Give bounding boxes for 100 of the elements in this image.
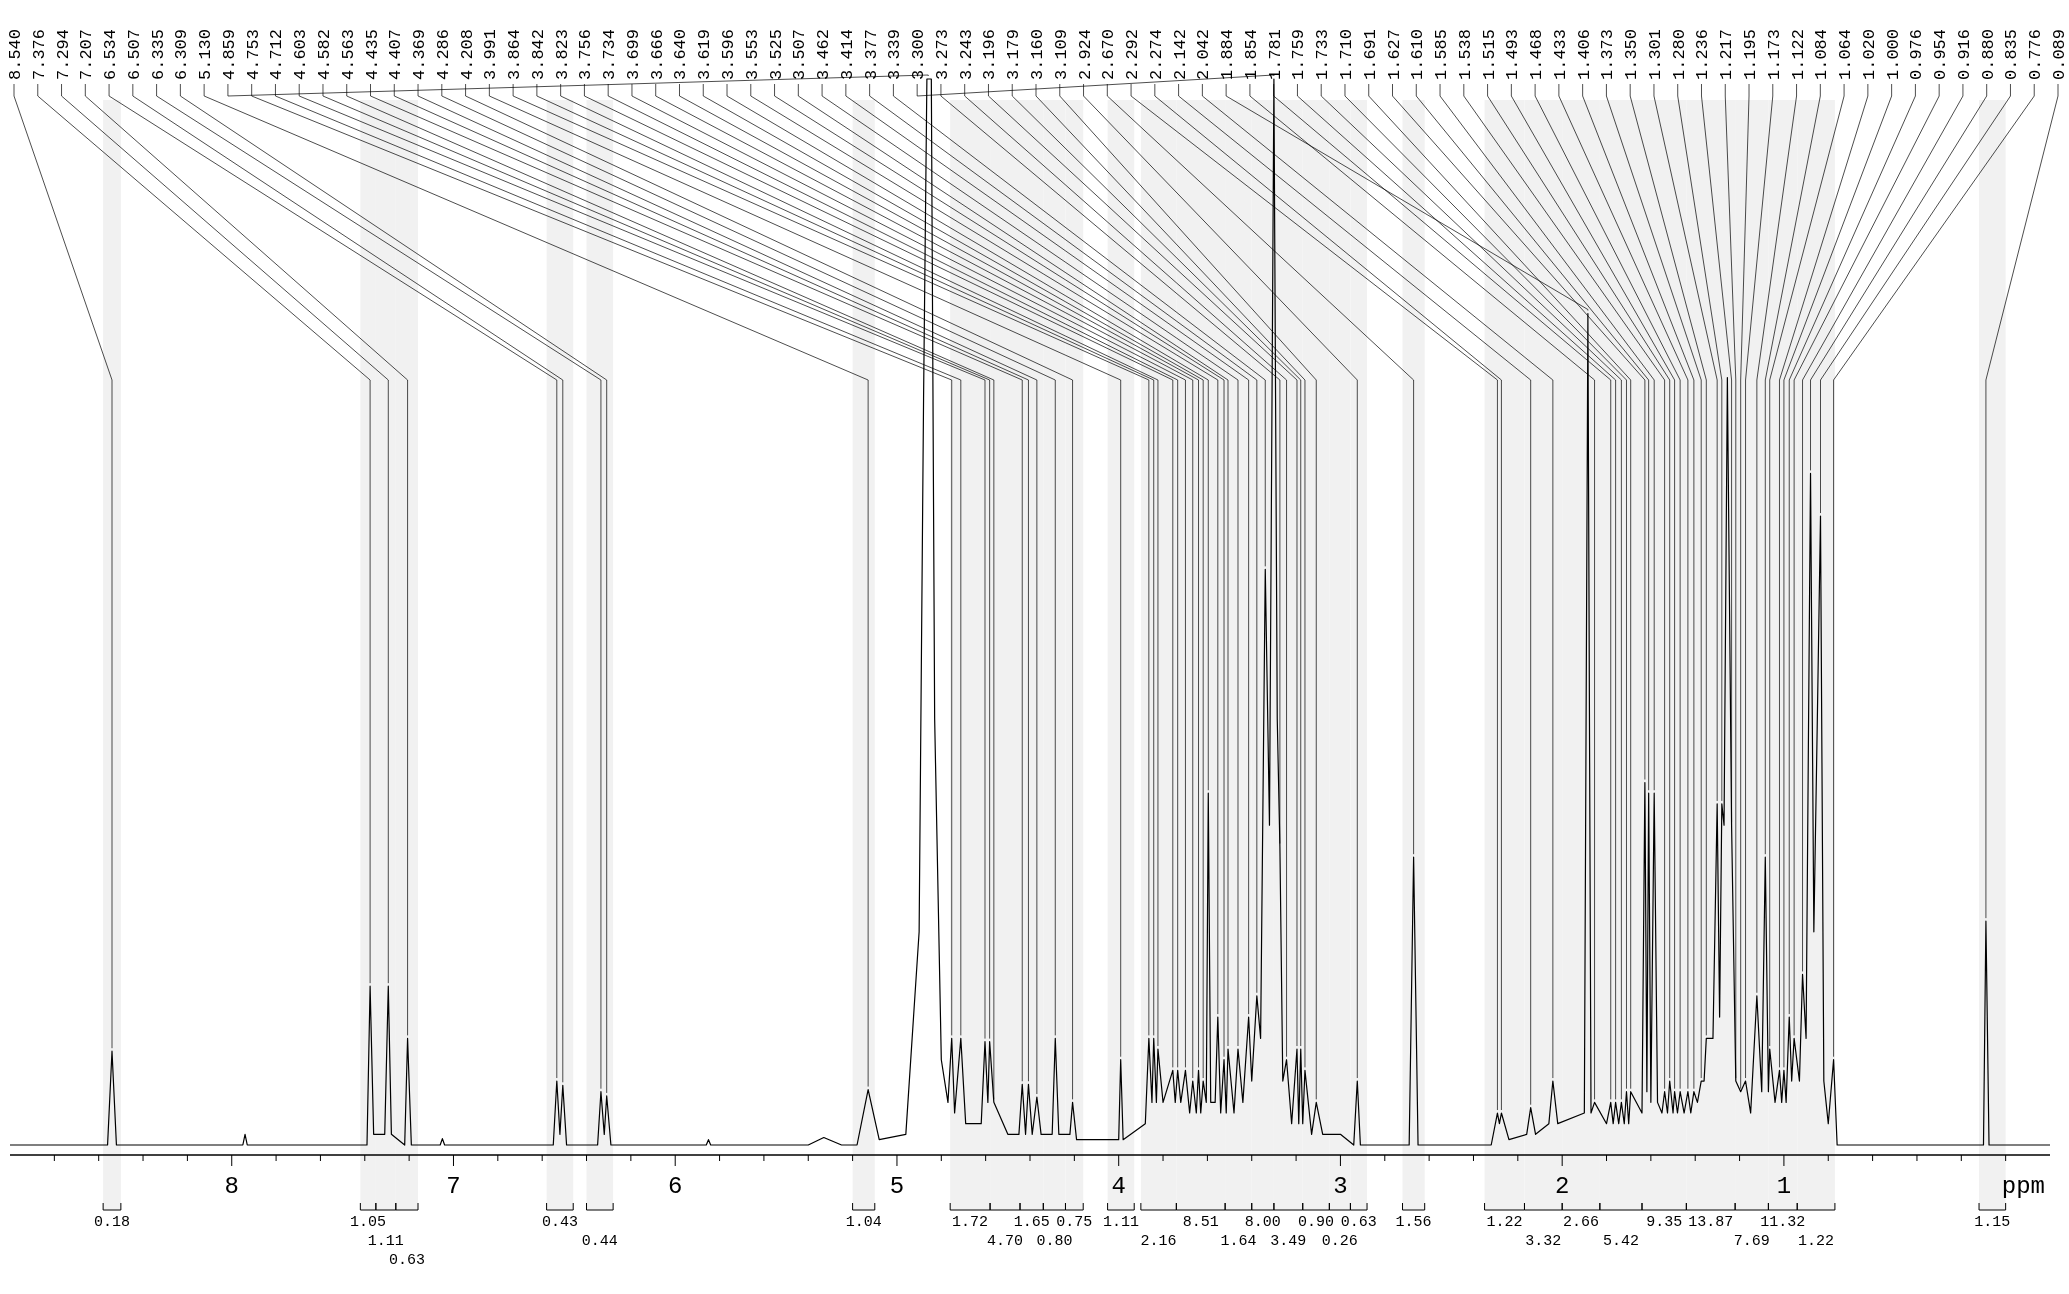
annotation: 1.373 — [1598, 28, 1618, 80]
annotation: 4.603 — [291, 28, 311, 80]
annotation: 2.274 — [1146, 28, 1166, 80]
annotation: 4.208 — [457, 28, 477, 80]
annotation: 1.515 — [1479, 28, 1499, 80]
annotation: 3.553 — [742, 28, 762, 80]
annotation: 3.273 — [932, 28, 952, 80]
band-label: 0.75 — [1056, 1214, 1093, 1231]
band-label: 1.15 — [1974, 1214, 2011, 1231]
annotation: 3.640 — [671, 28, 691, 80]
annotation: 2.142 — [1170, 28, 1190, 80]
annotation: 1.468 — [1527, 28, 1547, 80]
x-tick-label: 4 — [1111, 1173, 1126, 1200]
annotation: 3.179 — [1004, 28, 1024, 80]
annotation: 0.916 — [1954, 28, 1974, 80]
band-label: 0.43 — [541, 1214, 578, 1231]
annotation: 0.880 — [1978, 28, 1998, 80]
annotation: 3.243 — [956, 28, 976, 80]
x-tick-label: 8 — [224, 1173, 239, 1200]
annotation: 1.122 — [1788, 28, 1808, 80]
band-label: 2.16 — [1140, 1233, 1177, 1250]
annotation: 1.759 — [1289, 28, 1309, 80]
annotation: 4.859 — [219, 28, 239, 80]
annotation: 4.753 — [243, 28, 263, 80]
annotation: 1.173 — [1764, 28, 1784, 80]
band-label: 8.00 — [1244, 1214, 1281, 1231]
band-label: 1.11 — [1102, 1214, 1139, 1231]
annotation: 1.020 — [1859, 28, 1879, 80]
annotation: 1.710 — [1336, 28, 1356, 80]
band-label: 7.69 — [1733, 1233, 1770, 1250]
annotation: 6.507 — [124, 28, 144, 80]
annotation: 1.884 — [1218, 28, 1238, 80]
annotation: 2.670 — [1099, 28, 1119, 80]
annotation: 0.776 — [2026, 28, 2046, 80]
band-label: 0.90 — [1298, 1214, 1335, 1231]
band-label: 1.22 — [1798, 1233, 1835, 1250]
annotation: 2.924 — [1075, 28, 1095, 80]
annotation: 4.582 — [314, 28, 334, 80]
annotation: 1.084 — [1812, 28, 1832, 80]
annotation: 1.280 — [1669, 28, 1689, 80]
annotation: 1.627 — [1384, 28, 1404, 80]
annotation: 3.823 — [552, 28, 572, 80]
annotation: 3.619 — [695, 28, 715, 80]
band-label: 0.63 — [388, 1252, 425, 1269]
band-label: 4.70 — [987, 1233, 1024, 1250]
annotation: 1.217 — [1717, 28, 1737, 80]
annotation: 3.525 — [766, 28, 786, 80]
band-label: 8.51 — [1182, 1214, 1219, 1231]
annotation: 4.712 — [267, 28, 287, 80]
annotation: 1.350 — [1622, 28, 1642, 80]
band-label: 1.64 — [1220, 1233, 1257, 1250]
band-label: 9.35 — [1646, 1214, 1683, 1231]
annotation: 1.781 — [1265, 28, 1285, 80]
x-tick-label: 3 — [1333, 1173, 1348, 1200]
annotation: 2.042 — [1194, 28, 1214, 80]
band-label: 13.87 — [1688, 1214, 1734, 1231]
annotation: 3.756 — [576, 28, 596, 80]
annotation: 1.064 — [1836, 28, 1856, 80]
x-tick-label: 6 — [668, 1173, 683, 1200]
annotation: 4.435 — [362, 28, 382, 80]
annotation: 7.376 — [29, 28, 49, 80]
annotation: 3.864 — [505, 28, 525, 80]
annotation: 6.335 — [148, 28, 168, 80]
annotation: 6.309 — [172, 28, 192, 80]
annotation: 3.734 — [600, 28, 620, 80]
annotation: 3.991 — [481, 28, 501, 80]
annotation: 3.596 — [719, 28, 739, 80]
band-label: 0.44 — [581, 1233, 618, 1250]
annotation: 7.207 — [77, 28, 97, 80]
annotation: 1.301 — [1645, 28, 1665, 80]
annotation: 7.294 — [53, 28, 73, 80]
annotation: 1.433 — [1550, 28, 1570, 80]
annotation: 4.286 — [433, 28, 453, 80]
annotation: 1.493 — [1503, 28, 1523, 80]
annotation: 1.000 — [1883, 28, 1903, 80]
band-label: 1.05 — [350, 1214, 387, 1231]
annotation: 1.538 — [1455, 28, 1475, 80]
annotation: 3.842 — [528, 28, 548, 80]
annotation: 3.300 — [909, 28, 929, 80]
band-label: 3.32 — [1525, 1233, 1562, 1250]
annotation: 0.954 — [1931, 28, 1951, 80]
annotation: 1.195 — [1741, 28, 1761, 80]
annotation: 5.130 — [196, 28, 216, 80]
annotation: 3.339 — [885, 28, 905, 80]
annotation: 3.666 — [647, 28, 667, 80]
annotation: 2.292 — [1123, 28, 1143, 80]
band-label: 1.65 — [1013, 1214, 1050, 1231]
annotation: 0.835 — [2002, 28, 2022, 80]
annotation: 1.733 — [1313, 28, 1333, 80]
band-label: 1.04 — [845, 1214, 882, 1231]
annotation: 4.369 — [410, 28, 430, 80]
annotation: 3.196 — [980, 28, 1000, 80]
annotation: 3.414 — [837, 28, 857, 80]
x-axis-title: ppm — [2001, 1173, 2045, 1200]
band-label: 3.49 — [1270, 1233, 1307, 1250]
x-tick-label: 2 — [1554, 1173, 1570, 1200]
annotation: 3.462 — [814, 28, 834, 80]
x-tick-label: 1 — [1776, 1173, 1792, 1200]
annotation: 1.691 — [1360, 28, 1380, 80]
x-tick-label: 7 — [446, 1173, 461, 1200]
